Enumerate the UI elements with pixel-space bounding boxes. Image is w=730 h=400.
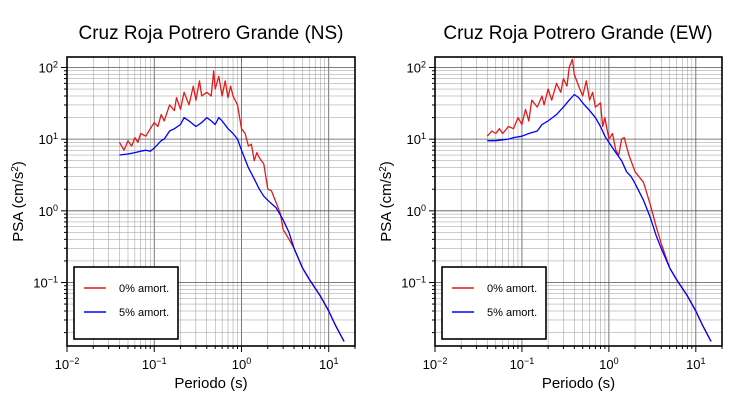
series-line-blue xyxy=(119,116,345,342)
series-line-blue xyxy=(487,93,712,342)
y-tick-label: 101 xyxy=(407,131,426,147)
plot-frame xyxy=(66,56,356,347)
legend-box xyxy=(441,266,547,340)
y-tick-label: 10−1 xyxy=(33,274,58,290)
x-tick-label: 10−2 xyxy=(55,356,80,372)
y-tick-label: 101 xyxy=(39,131,58,147)
legend-box xyxy=(73,266,179,340)
x-tick-label: 100 xyxy=(599,356,618,372)
series-lines xyxy=(486,58,712,342)
legend-label: 5% amort. xyxy=(119,307,169,319)
x-tick-label: 101 xyxy=(319,356,338,372)
x-axis-label: Periodo (s) xyxy=(542,375,615,392)
y-tick-label: 102 xyxy=(39,59,58,75)
legend: 0% amort. 5% amort. xyxy=(73,266,179,340)
y-tick-label: 10−1 xyxy=(401,274,426,290)
y-axis-label: PSA (cm/s2) xyxy=(10,161,28,242)
series-line-red xyxy=(486,58,712,342)
chart-title: Cruz Roja Potrero Grande (EW) xyxy=(443,23,712,44)
x-tick-label: 10−1 xyxy=(142,356,167,372)
legend-label: 0% amort. xyxy=(119,283,169,295)
x-tick-label: 101 xyxy=(686,356,705,372)
x-tick-label: 100 xyxy=(232,356,251,372)
legend-label: 5% amort. xyxy=(487,307,537,319)
plot-frame xyxy=(434,56,723,347)
x-tick-label: 10−1 xyxy=(510,356,535,372)
chart-title: Cruz Roja Potrero Grande (NS) xyxy=(78,23,343,44)
legend-label: 0% amort. xyxy=(487,283,537,295)
chart-panel-2: 10−2 10−1 100 101 10−1 100 101 102 0% amort. 5% a… xyxy=(378,23,723,392)
x-axis-label: Periodo (s) xyxy=(174,375,247,392)
y-tick-label: 100 xyxy=(407,203,426,219)
x-tick-label: 10−2 xyxy=(423,356,448,372)
y-tick-label: 102 xyxy=(407,59,426,75)
legend: 0% amort. 5% amort. xyxy=(441,266,547,340)
y-axis-label: PSA (cm/s2) xyxy=(378,161,396,242)
series-lines xyxy=(118,70,345,342)
grid-lines xyxy=(66,57,356,346)
chart-panel-1: 10−2 10−1 100 101 10−1 100 101 102 0% amort. 5% a… xyxy=(10,23,356,392)
y-tick-label: 100 xyxy=(39,203,58,219)
